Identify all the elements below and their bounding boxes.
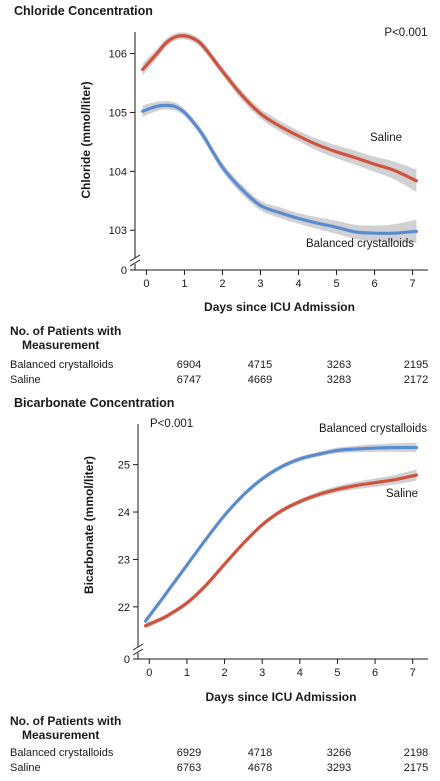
y-tick-label: 23 (118, 554, 130, 566)
patients-table-header: No. of Patients with (10, 714, 121, 728)
x-tick-label: 2 (219, 278, 225, 290)
series-label: Saline (370, 132, 402, 144)
x-tick-label: 0 (143, 278, 149, 290)
axis-break-mark (132, 643, 144, 651)
x-tick-label: 5 (334, 667, 340, 679)
series-label: Saline (386, 488, 418, 500)
y-tick-label: 103 (109, 225, 127, 237)
patients-count: 3263 (327, 359, 351, 371)
x-tick-label: 7 (410, 667, 416, 679)
patients-count: 2172 (404, 374, 428, 386)
y-tick-label: 24 (118, 507, 130, 519)
patients-count: 4715 (248, 359, 272, 371)
patients-count: 6747 (177, 374, 201, 386)
patients-row-label: Balanced crystalloids (10, 359, 114, 371)
patients-count: 6904 (177, 359, 201, 371)
x-tick-label: 3 (257, 278, 263, 290)
x-tick-label: 4 (295, 278, 301, 290)
patients-count: 2198 (404, 747, 428, 759)
chart-panel-1: Chloride Concentration 0 103 104 105 106 0 1 2 3 4… (10, 4, 428, 386)
patients-count: 3266 (327, 747, 351, 759)
patients-count: 6929 (177, 747, 201, 759)
y-zero-label: 0 (124, 654, 130, 666)
series-line-2 (141, 103, 418, 235)
series-label: Balanced crystalloids (306, 238, 414, 250)
y-tick-label: 104 (109, 166, 127, 178)
ci-band-1 (145, 442, 417, 624)
series-line-1 (141, 34, 418, 183)
patients-count: 2175 (404, 762, 428, 774)
patients-count: 3293 (327, 762, 351, 774)
patients-count: 3283 (327, 374, 351, 386)
chart-title: Bicarbonate Concentration (14, 396, 174, 410)
patients-count: 4669 (248, 374, 272, 386)
axis-break-mark (132, 648, 144, 656)
patients-count: 4718 (248, 747, 272, 759)
x-tick-label: 3 (259, 667, 265, 679)
x-tick-label: 5 (333, 278, 339, 290)
y-tick-label: 25 (118, 460, 130, 472)
patients-row-label: Balanced crystalloids (10, 747, 114, 759)
axis-break-mark (129, 259, 141, 267)
patients-table-header: No. of Patients with (10, 324, 121, 338)
y-axis-label: Chloride (mmol/liter) (79, 81, 93, 198)
y-axis-label: Bicarbonate (mmol/liter) (82, 456, 96, 594)
patients-count: 4678 (248, 762, 272, 774)
x-tick-label: 0 (146, 667, 152, 679)
series-label: Balanced crystalloids (319, 423, 427, 435)
y-zero-label: 0 (121, 265, 127, 277)
y-tick-label: 22 (118, 602, 130, 614)
series-line-2 (143, 473, 419, 628)
patients-count: 2195 (404, 359, 428, 371)
patients-table-header: Measurement (22, 338, 99, 352)
chart-title: Chloride Concentration (14, 4, 153, 18)
axis-break-mark (129, 254, 141, 262)
x-tick-label: 4 (297, 667, 303, 679)
series-line-1 (143, 445, 419, 623)
x-tick-label: 2 (221, 667, 227, 679)
p-value-annotation: P<0.001 (384, 27, 427, 39)
patients-row-label: Saline (10, 762, 41, 774)
x-axis-label: Days since ICU Admission (206, 690, 357, 704)
patients-table-header: Measurement (22, 728, 99, 742)
x-tick-label: 6 (372, 278, 378, 290)
y-tick-label: 105 (109, 107, 127, 119)
ci-band-1 (142, 32, 417, 192)
x-tick-label: 6 (372, 667, 378, 679)
p-value-annotation: P<0.001 (150, 418, 193, 430)
patients-count: 6763 (177, 762, 201, 774)
x-tick-label: 7 (410, 278, 416, 290)
x-axis-label: Days since ICU Admission (204, 300, 355, 314)
patients-row-label: Saline (10, 374, 41, 386)
y-tick-label: 106 (109, 49, 127, 61)
x-tick-label: 1 (184, 667, 190, 679)
ci-band-2 (142, 101, 417, 244)
x-tick-label: 1 (181, 278, 187, 290)
